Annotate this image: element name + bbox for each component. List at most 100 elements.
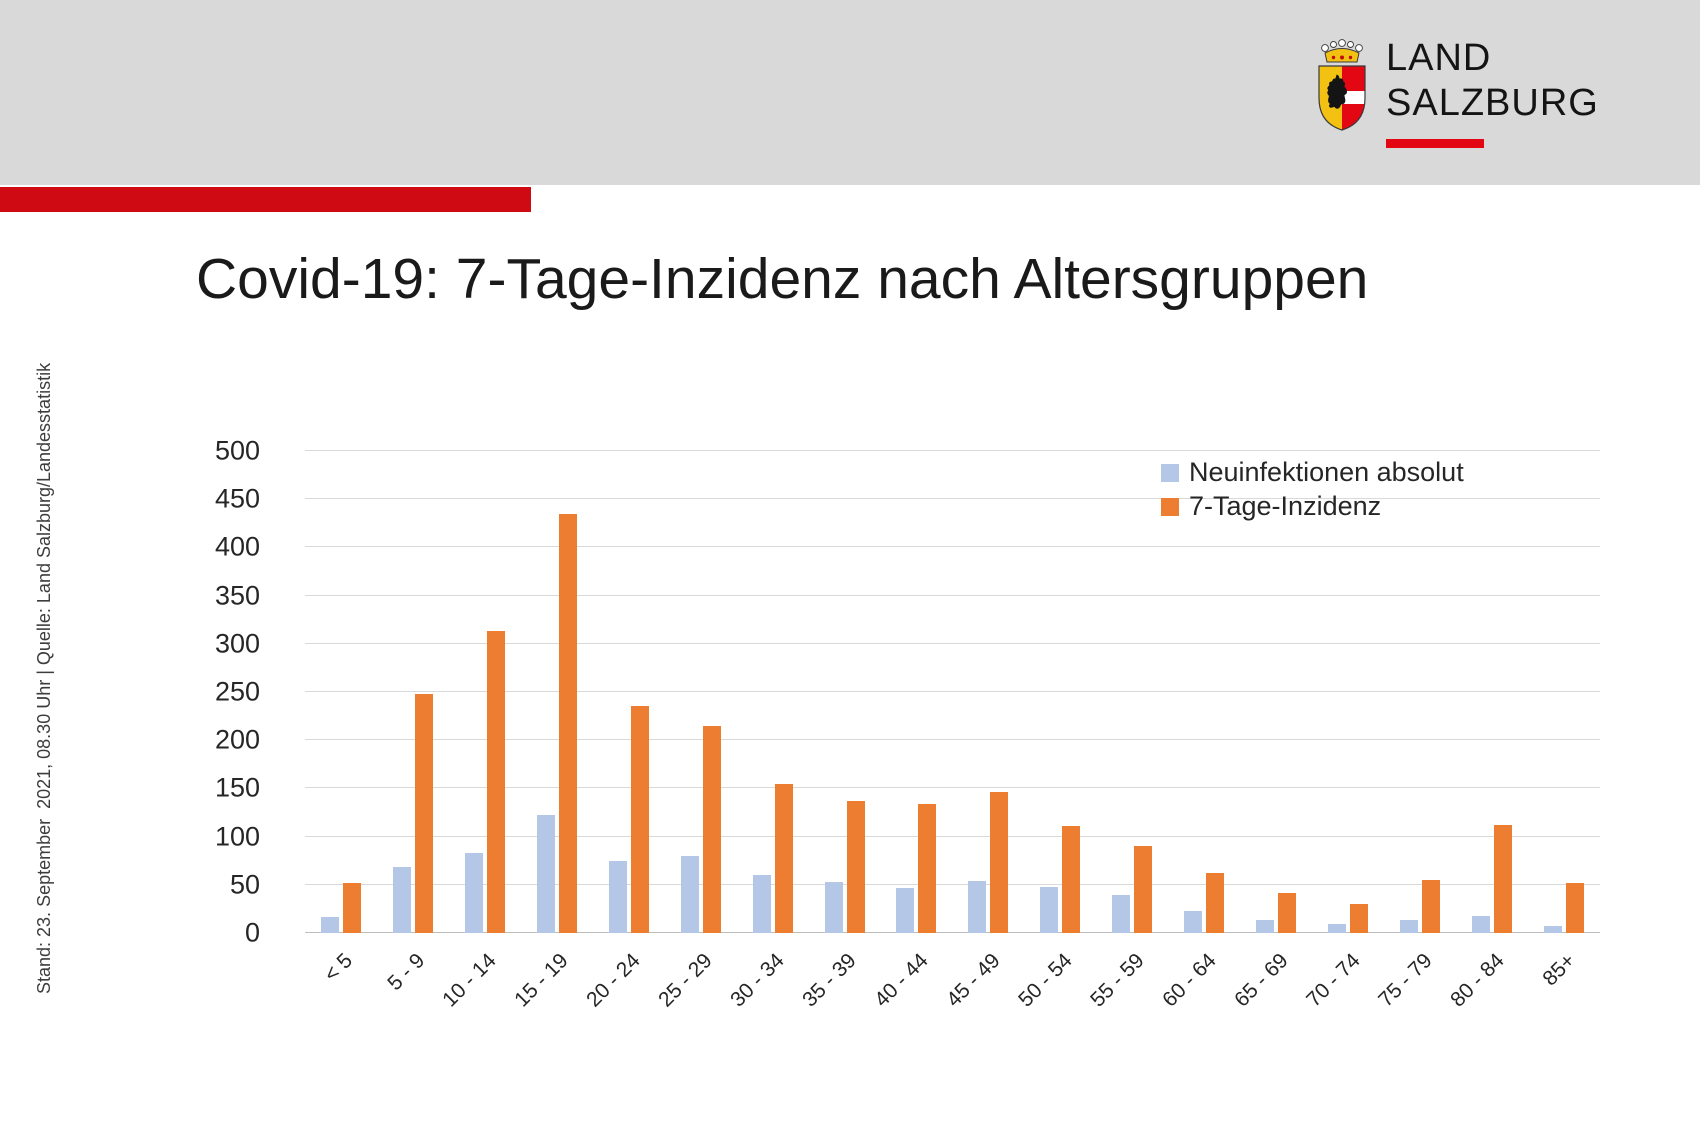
bar-neuinfektionen-25 - 29	[680, 855, 699, 933]
category-60 - 64	[1168, 451, 1240, 933]
gridline-100	[305, 835, 1600, 837]
gridline-300	[305, 642, 1600, 644]
lion-icon	[1327, 74, 1348, 109]
xtick-75 - 79: 75 - 79	[1373, 949, 1437, 1012]
bar-inzidenz-65 - 69	[1278, 893, 1297, 933]
xcell-5 - 9: 5 - 9	[377, 933, 449, 1033]
xcell-80 - 84: 80 - 84	[1446, 933, 1528, 1033]
gridline-400	[305, 546, 1600, 548]
bar-neuinfektionen-35 - 39	[824, 881, 843, 933]
red-accent-bar	[0, 187, 531, 212]
xcell-75 - 79: 75 - 79	[1374, 933, 1456, 1033]
bar-neuinfektionen-< 5	[320, 916, 339, 933]
xtick-85+: 85+	[1538, 949, 1581, 991]
xtick-60 - 64: 60 - 64	[1157, 949, 1221, 1012]
xtick-45 - 49: 45 - 49	[942, 949, 1005, 1012]
xcell-20 - 24: 20 - 24	[582, 933, 665, 1033]
logo-line-salzburg: SALZBURG	[1386, 82, 1599, 124]
page-title: Covid-19: 7-Tage-Inzidenz nach Altersgru…	[196, 247, 1369, 311]
category-< 5	[305, 451, 377, 933]
xtick-5 - 9: 5 - 9	[383, 949, 430, 995]
legend: Neuinfektionen absolut 7-Tage-Inzidenz	[1161, 457, 1464, 522]
bar-neuinfektionen-50 - 54	[1040, 886, 1059, 933]
bar-neuinfektionen-70 - 74	[1328, 924, 1347, 933]
xcell-30 - 34: 30 - 34	[726, 933, 809, 1033]
bar-inzidenz-70 - 74	[1350, 904, 1369, 933]
category-15 - 19	[521, 451, 593, 933]
header-band: LAND SALZBURG	[0, 0, 1700, 185]
ytick-50: 50	[229, 869, 260, 900]
bar-neuinfektionen-85+	[1543, 926, 1562, 933]
ytick-100: 100	[214, 821, 260, 852]
category-65 - 69	[1240, 451, 1312, 933]
category-35 - 39	[809, 451, 881, 933]
xtick-40 - 44: 40 - 44	[870, 949, 933, 1012]
xtick-80 - 84: 80 - 84	[1445, 949, 1509, 1012]
land-salzburg-logo: LAND SALZBURG	[1316, 36, 1599, 148]
x-axis: < 5 5 - 9 10 - 14 15 - 19 20 - 24 25 - 29 30 -…	[305, 933, 1600, 1033]
bar-inzidenz-30 - 34	[774, 783, 793, 933]
xcell-55 - 59: 55 - 59	[1086, 933, 1168, 1033]
bar-inzidenz-25 - 29	[702, 725, 721, 933]
category-85+	[1528, 451, 1600, 933]
xtick-< 5: < 5	[319, 949, 358, 987]
category-25 - 29	[665, 451, 737, 933]
xcell-< 5: < 5	[305, 933, 377, 1033]
xtick-20 - 24: 20 - 24	[582, 949, 645, 1012]
bar-neuinfektionen-5 - 9	[392, 867, 411, 933]
bar-inzidenz-50 - 54	[1062, 826, 1081, 933]
xtick-10 - 14: 10 - 14	[438, 949, 502, 1012]
ytick-350: 350	[214, 580, 260, 611]
legend-label: Neuinfektionen absolut	[1189, 457, 1464, 487]
gridline-450	[305, 498, 1600, 500]
bar-inzidenz-5 - 9	[414, 693, 433, 933]
gridline-500	[305, 450, 1600, 451]
bar-neuinfektionen-60 - 64	[1184, 910, 1203, 933]
bar-inzidenz-10 - 14	[486, 631, 505, 933]
bar-neuinfektionen-15 - 19	[536, 815, 555, 933]
xtick-65 - 69: 65 - 69	[1229, 949, 1293, 1012]
xcell-10 - 14: 10 - 14	[439, 933, 521, 1033]
xcell-60 - 64: 60 - 64	[1158, 933, 1240, 1033]
bar-neuinfektionen-10 - 14	[464, 853, 483, 933]
bar-inzidenz-40 - 44	[918, 803, 937, 933]
category-50 - 54	[1024, 451, 1096, 933]
bar-neuinfektionen-75 - 79	[1400, 920, 1419, 933]
category-5 - 9	[377, 451, 449, 933]
logo-line-land: LAND	[1386, 37, 1492, 79]
category-75 - 79	[1384, 451, 1456, 933]
category-10 - 14	[449, 451, 521, 933]
legend-item-inzidenz: 7-Tage-Inzidenz	[1161, 491, 1464, 522]
bar-neuinfektionen-45 - 49	[968, 880, 987, 933]
ytick-250: 250	[214, 676, 260, 707]
xtick-25 - 29: 25 - 29	[654, 949, 717, 1012]
bar-inzidenz-45 - 49	[990, 792, 1009, 933]
xcell-50 - 54: 50 - 54	[1014, 933, 1096, 1033]
bar-inzidenz-15 - 19	[558, 513, 577, 933]
crown-icon	[1321, 39, 1363, 63]
y-axis: 0 50 100 150 200 250 300 350 400 450 500	[215, 436, 1600, 948]
bar-inzidenz-35 - 39	[846, 800, 865, 933]
ytick-150: 150	[214, 772, 260, 803]
xtick-15 - 19: 15 - 19	[510, 949, 574, 1012]
category-45 - 49	[952, 451, 1024, 933]
ytick-450: 450	[214, 483, 260, 514]
xcell-70 - 74: 70 - 74	[1302, 933, 1384, 1033]
gridline-150	[305, 787, 1600, 789]
xtick-35 - 39: 35 - 39	[798, 949, 861, 1012]
ytick-500: 500	[214, 435, 260, 466]
legend-label: 7-Tage-Inzidenz	[1189, 491, 1382, 521]
bar-neuinfektionen-30 - 34	[752, 875, 771, 933]
category-30 - 34	[737, 451, 809, 933]
bar-neuinfektionen-40 - 44	[896, 887, 915, 933]
logo-underline	[1386, 139, 1484, 148]
bar-neuinfektionen-20 - 24	[608, 860, 627, 933]
bar-inzidenz-55 - 59	[1134, 846, 1153, 933]
xcell-85+: 85+	[1528, 933, 1600, 1033]
category-70 - 74	[1312, 451, 1384, 933]
xtick-55 - 59: 55 - 59	[1086, 949, 1149, 1012]
category-columns	[305, 451, 1600, 933]
bar-inzidenz-< 5	[342, 882, 361, 933]
xcell-40 - 44: 40 - 44	[870, 933, 953, 1033]
